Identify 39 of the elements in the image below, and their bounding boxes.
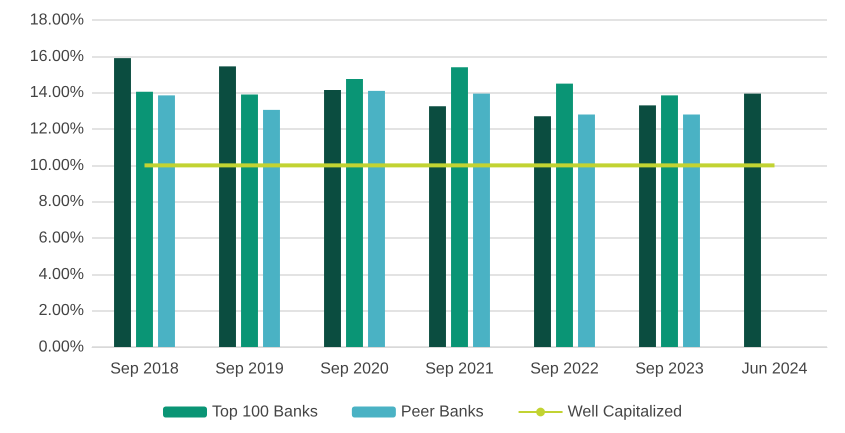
x-tick-label: Sep 2023: [635, 360, 704, 378]
x-tick-label: Sep 2018: [110, 360, 179, 378]
bar: [451, 67, 468, 347]
y-tick-label: 12.00%: [30, 120, 84, 138]
legend-label: Well Capitalized: [568, 404, 682, 420]
bar: [136, 92, 153, 347]
bar: [744, 94, 761, 347]
x-tick-label: Sep 2020: [320, 360, 389, 378]
bar: [346, 79, 363, 347]
bar: [556, 84, 573, 347]
bar: [534, 116, 551, 347]
y-tick-label: 10.00%: [30, 156, 84, 174]
bar: [114, 58, 131, 347]
bar: [368, 90, 385, 347]
bar: [219, 66, 236, 347]
x-tick-label: Sep 2021: [425, 360, 494, 378]
legend-label: Peer Banks: [400, 404, 484, 420]
bar: [639, 105, 656, 347]
y-tick-label: 0.00%: [38, 338, 84, 356]
bar: [683, 114, 700, 347]
x-tick-label: Sep 2022: [530, 360, 599, 378]
bar: [429, 106, 446, 347]
y-tick-label: 14.00%: [30, 84, 84, 102]
bar: [473, 94, 490, 347]
bar: [158, 95, 175, 347]
x-tick-label: Jun 2024: [742, 360, 808, 378]
y-tick-label: 2.00%: [38, 302, 84, 320]
bar: [661, 95, 678, 347]
y-tick-label: 18.00%: [30, 12, 84, 28]
legend-label: Top 100 Banks: [212, 404, 318, 420]
y-tick-label: 6.00%: [38, 230, 84, 246]
y-tick-label: 8.00%: [38, 193, 84, 210]
bar: [324, 90, 341, 347]
y-tick-label: 16.00%: [30, 48, 84, 65]
bar: [241, 94, 258, 347]
y-tick-label: 4.00%: [38, 266, 84, 283]
bar: [578, 114, 595, 347]
bar: [263, 110, 280, 347]
x-tick-label: Sep 2019: [215, 360, 284, 378]
